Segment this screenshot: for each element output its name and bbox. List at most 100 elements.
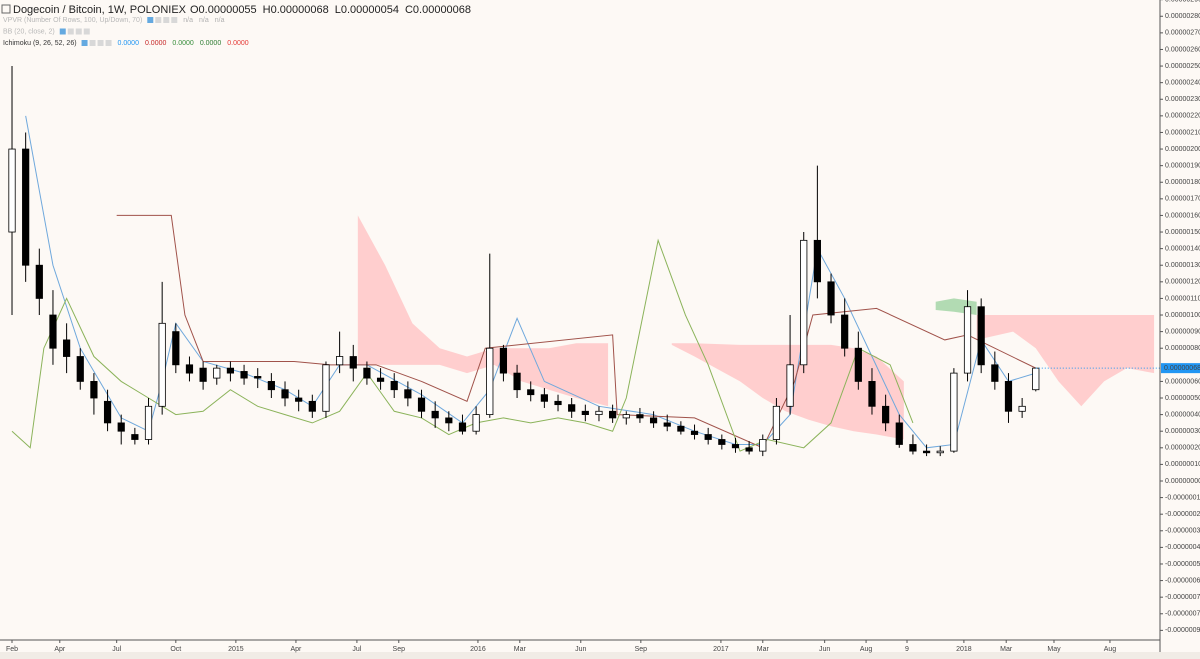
x-tick-label: Sep <box>393 646 406 653</box>
y-tick-label: 0.00000140 <box>1165 245 1200 252</box>
x-tick-label: Apr <box>290 646 302 653</box>
symbol-title: Dogecoin / Bitcoin, 1W, POLONIEX <box>13 4 187 16</box>
candle-body <box>1032 367 1040 391</box>
y-tick-label: -0.00000090 <box>1165 627 1200 634</box>
candle-body <box>649 417 658 424</box>
candle-body <box>226 367 235 374</box>
x-tick-label: 2017 <box>713 646 729 653</box>
y-tick-label: -0.00000030 <box>1165 528 1200 535</box>
y-tick-label: 0.00000030 <box>1165 428 1200 435</box>
status-bar <box>0 652 1200 659</box>
candle-body <box>117 422 125 432</box>
x-tick-label: 2018 <box>956 646 972 653</box>
candle-body <box>499 347 508 374</box>
x-tick-label: 2016 <box>470 646 486 653</box>
indicator-value: 0.0000 <box>118 40 140 47</box>
indicator-button[interactable] <box>155 17 162 23</box>
y-tick-label: -0.00000060 <box>1165 577 1200 584</box>
candle-body <box>636 414 644 419</box>
candle-body <box>704 434 712 440</box>
candle-body <box>690 430 699 435</box>
x-tick-label: Jul <box>112 646 121 653</box>
last-price-label: 0.00000068 <box>1164 365 1200 372</box>
indicator-button[interactable] <box>105 40 112 46</box>
y-tick-label: 0.00000150 <box>1165 229 1200 236</box>
indicator-button[interactable] <box>59 28 66 35</box>
y-tick-label: 0.00000230 <box>1165 96 1200 103</box>
candle-body <box>213 367 221 379</box>
y-tick-label: 0.00000110 <box>1165 295 1200 302</box>
y-tick-label: -0.00000050 <box>1165 561 1200 568</box>
ohlc-value: C0.00000068 <box>405 4 471 16</box>
x-tick-label: Jun <box>575 646 586 653</box>
candle-body <box>527 389 535 396</box>
indicator-button[interactable] <box>163 17 170 23</box>
ichimoku-cloud <box>976 315 1155 407</box>
y-tick-label: 0.00000200 <box>1165 146 1200 153</box>
candle-body <box>950 372 958 452</box>
candle-body <box>745 447 753 452</box>
candle-body <box>1004 381 1013 412</box>
candle-body <box>308 400 316 412</box>
candle-body <box>295 397 303 402</box>
indicator-button[interactable] <box>83 28 90 35</box>
indicator-button[interactable] <box>75 28 82 35</box>
candle-body <box>718 439 726 445</box>
y-tick-label: 0.00000170 <box>1165 196 1200 203</box>
y-tick-label: 0.00000000 <box>1165 478 1200 485</box>
candle-body <box>595 410 603 416</box>
indicator-value: 0.0000 <box>227 40 249 47</box>
candle-body <box>404 389 412 399</box>
candle-body <box>554 400 562 406</box>
y-tick-label: 0.00000270 <box>1165 30 1200 37</box>
candle-body <box>513 372 521 391</box>
indicator-button[interactable] <box>147 17 154 23</box>
x-tick-label: Aug <box>860 646 873 653</box>
y-tick-label: 0.00000220 <box>1165 113 1200 120</box>
indicator-button[interactable] <box>67 28 74 35</box>
indicator-button[interactable] <box>81 40 88 46</box>
y-tick-label: -0.00000040 <box>1165 544 1200 551</box>
collapse-icon[interactable] <box>1 4 11 14</box>
indicator-button[interactable] <box>89 40 96 46</box>
y-tick-label: 0.00000010 <box>1165 461 1200 468</box>
y-tick-label: 0.00000210 <box>1165 129 1200 136</box>
y-tick-label: 0.00000240 <box>1165 79 1200 86</box>
candle-body <box>49 314 57 349</box>
candle-body <box>90 381 98 399</box>
y-tick-label: 0.00000040 <box>1165 411 1200 418</box>
candle-body <box>172 331 180 366</box>
x-tick-label: Feb <box>6 646 18 653</box>
y-tick-label: 0.00000090 <box>1165 328 1200 335</box>
y-tick-label: 0.00000130 <box>1165 262 1200 269</box>
candle-body <box>376 377 385 382</box>
x-tick-label: Mar <box>757 646 770 653</box>
indicator-name: Ichimoku (9, 26, 52, 26) <box>3 40 77 47</box>
plot-area <box>8 66 1160 457</box>
indicator-value: 0.0000 <box>200 40 222 47</box>
candle-body <box>841 314 849 349</box>
candle-body <box>963 306 972 374</box>
x-tick-label: 9 <box>905 646 909 653</box>
indicator-button[interactable] <box>171 17 178 23</box>
y-tick-label: 0.00000290 <box>1165 0 1200 4</box>
indicator-value: 0.0000 <box>172 40 194 47</box>
indicator-name: VPVR (Number Of Rows, 100, Up/Down, 70) <box>3 17 142 24</box>
indicator-button[interactable] <box>97 40 104 46</box>
y-tick-label: -0.00000010 <box>1165 494 1200 501</box>
candle-body <box>800 239 808 366</box>
x-tick-label: Sep <box>635 646 648 653</box>
ohlc-value: O0.00000055 <box>190 4 257 16</box>
candle-body <box>472 414 480 432</box>
candle-body <box>936 450 944 454</box>
candle-body <box>240 371 248 379</box>
candle-body <box>731 444 740 449</box>
legend-header: Dogecoin / Bitcoin, 1W, POLONIEX O0.0000… <box>1 4 471 47</box>
candle-body <box>22 148 30 266</box>
y-tick-label: -0.00000020 <box>1165 511 1200 518</box>
candle-body <box>76 356 84 382</box>
indicator-name: BB (20, close, 2) <box>3 28 55 35</box>
y-tick-label: -0.00000070 <box>1165 594 1200 601</box>
y-tick-label: -0.00000079 <box>1165 611 1200 618</box>
